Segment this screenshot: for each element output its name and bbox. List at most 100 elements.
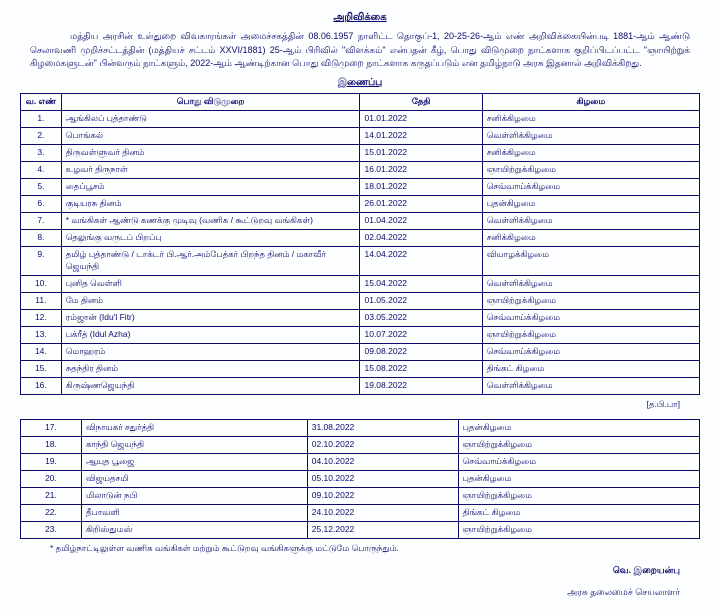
cell-sn: 6. [21, 195, 62, 212]
holiday-table-2: 17.விநாயகர் சதுர்த்தி31.08.2022புதன்கிழம… [20, 419, 700, 539]
cell-sn: 22. [21, 504, 82, 521]
cell-date: 10.07.2022 [360, 326, 482, 343]
cell-date: 25.12.2022 [307, 521, 458, 538]
cell-name: ஆயுத பூஜை [81, 453, 307, 470]
cell-day: திங்கட் கிழமை [482, 360, 699, 377]
cell-date: 09.08.2022 [360, 343, 482, 360]
cell-name: மொஹரம் [61, 343, 360, 360]
table-row: 11.மே தினம்01.05.2022ஞாயிற்றுக்கிழமை [21, 292, 700, 309]
cell-name: உழவர் திருநாள் [61, 161, 360, 178]
th-holiday: பொது விடுமுறை [61, 93, 360, 110]
cell-sn: 11. [21, 292, 62, 309]
cell-day: செவ்வாய்க்கிழமை [482, 343, 699, 360]
cell-sn: 2. [21, 127, 62, 144]
table-row: 16.கிருஷ்ணஜெயந்தி19.08.2022வெள்ளிக்கிழமை [21, 377, 700, 394]
table-row: 23.கிறிஸ்துமஸ்25.12.2022ஞாயிற்றுக்கிழமை [21, 521, 700, 538]
cell-date: 09.10.2022 [307, 487, 458, 504]
cell-sn: 17. [21, 419, 82, 436]
cell-date: 15.04.2022 [360, 275, 482, 292]
cell-day: ஞாயிற்றுக்கிழமை [482, 326, 699, 343]
cell-sn: 15. [21, 360, 62, 377]
cell-day: ஞாயிற்றுக்கிழமை [458, 521, 699, 538]
cell-sn: 16. [21, 377, 62, 394]
cell-day: புதன்கிழமை [482, 195, 699, 212]
cell-sn: 20. [21, 470, 82, 487]
cell-date: 14.01.2022 [360, 127, 482, 144]
cell-day: சனிக்கிழமை [482, 110, 699, 127]
table-row: 14.மொஹரம்09.08.2022செவ்வாய்க்கிழமை [21, 343, 700, 360]
cell-date: 02.10.2022 [307, 436, 458, 453]
cell-sn: 5. [21, 178, 62, 195]
cell-day: சனிக்கிழமை [482, 229, 699, 246]
cell-date: 14.04.2022 [360, 246, 482, 275]
cell-sn: 13. [21, 326, 62, 343]
cell-name: திருவள்ளுவர் தினம் [61, 144, 360, 161]
table-row: 10.புனித வெள்ளி15.04.2022வெள்ளிக்கிழமை [21, 275, 700, 292]
cell-date: 31.08.2022 [307, 419, 458, 436]
signature-title: அரசு தலைமைச் செயலாளர் [20, 587, 680, 599]
cell-name: ஆங்கிலப் புத்தாண்டு [61, 110, 360, 127]
cell-name: தைப்பூசம் [61, 178, 360, 195]
table-row: 2.பொங்கல்14.01.2022வெள்ளிக்கிழமை [21, 127, 700, 144]
cell-day: திங்கட் கிழமை [458, 504, 699, 521]
cell-day: வெள்ளிக்கிழமை [482, 377, 699, 394]
cell-day: வெள்ளிக்கிழமை [482, 212, 699, 229]
cell-sn: 12. [21, 309, 62, 326]
cell-name: புனித வெள்ளி [61, 275, 360, 292]
cell-sn: 1. [21, 110, 62, 127]
cell-date: 01.05.2022 [360, 292, 482, 309]
cell-name: மே தினம் [61, 292, 360, 309]
cell-day: ஞாயிற்றுக்கிழமை [458, 436, 699, 453]
cell-date: 18.01.2022 [360, 178, 482, 195]
cell-day: புதன்கிழமை [458, 470, 699, 487]
doc-subtitle: இணைப்பு [20, 77, 700, 89]
cell-name: விநாயகர் சதுர்த்தி [81, 419, 307, 436]
doc-paragraph: மத்திய அரசின் உள்துறை விவகாரங்கள் அமைச்ச… [30, 30, 690, 71]
cell-sn: 19. [21, 453, 82, 470]
table-row: 15.சுதந்திர தினம்15.08.2022திங்கட் கிழமை [21, 360, 700, 377]
table-row: 4.உழவர் திருநாள்16.01.2022ஞாயிற்றுக்கிழம… [21, 161, 700, 178]
cell-name: கிறிஸ்துமஸ் [81, 521, 307, 538]
cell-day: செவ்வாய்க்கிழமை [458, 453, 699, 470]
th-date: தேதி [360, 93, 482, 110]
cell-date: 15.01.2022 [360, 144, 482, 161]
table-row: 21.மிலாடுன் நபி09.10.2022ஞாயிற்றுக்கிழமை [21, 487, 700, 504]
cell-date: 02.04.2022 [360, 229, 482, 246]
table-row: 17.விநாயகர் சதுர்த்தி31.08.2022புதன்கிழம… [21, 419, 700, 436]
cell-name: மிலாடுன் நபி [81, 487, 307, 504]
cell-day: சனிக்கிழமை [482, 144, 699, 161]
cell-sn: 9. [21, 246, 62, 275]
cell-sn: 3. [21, 144, 62, 161]
cell-date: 26.01.2022 [360, 195, 482, 212]
cell-name: * வங்கிகள் ஆண்டு கணக்கு முடிவு (வணிக / க… [61, 212, 360, 229]
cell-sn: 7. [21, 212, 62, 229]
cell-name: விஜயதசமி [81, 470, 307, 487]
cell-sn: 10. [21, 275, 62, 292]
cell-date: 04.10.2022 [307, 453, 458, 470]
cell-name: தீபாவளி [81, 504, 307, 521]
cell-day: வியாழக்கிழமை [482, 246, 699, 275]
table-row: 5.தைப்பூசம்18.01.2022செவ்வாய்க்கிழமை [21, 178, 700, 195]
cell-date: 24.10.2022 [307, 504, 458, 521]
table-row: 20.விஜயதசமி05.10.2022புதன்கிழமை [21, 470, 700, 487]
table-row: 19.ஆயுத பூஜை04.10.2022செவ்வாய்க்கிழமை [21, 453, 700, 470]
cell-day: புதன்கிழமை [458, 419, 699, 436]
cell-name: சுதந்திர தினம் [61, 360, 360, 377]
cell-date: 15.08.2022 [360, 360, 482, 377]
table-row: 7.* வங்கிகள் ஆண்டு கணக்கு முடிவு (வணிக /… [21, 212, 700, 229]
cell-sn: 8. [21, 229, 62, 246]
table-header-row: வ. எண் பொது விடுமுறை தேதி கிழமை [21, 93, 700, 110]
cell-sn: 14. [21, 343, 62, 360]
table-row: 9.தமிழ் புத்தாண்டு / டாக்டர் பி.ஆர்.அம்ப… [21, 246, 700, 275]
cell-day: வெள்ளிக்கிழமை [482, 275, 699, 292]
table-row: 8.தெலுங்கு வருடப் பிறப்பு02.04.2022சனிக்… [21, 229, 700, 246]
footnote: * தமிழ்நாட்டிலுள்ள வணிக வங்கிகள் மற்றும்… [30, 543, 690, 555]
cell-date: 01.04.2022 [360, 212, 482, 229]
cell-day: ஞாயிற்றுக்கிழமை [458, 487, 699, 504]
cell-day: ஞாயிற்றுக்கிழமை [482, 292, 699, 309]
table-row: 12.ரம்ஜான் (Idu'l Fitr)03.05.2022செவ்வாய… [21, 309, 700, 326]
cell-name: ரம்ஜான் (Idu'l Fitr) [61, 309, 360, 326]
table-row: 13.பக்ரீத் (Idul Azha)10.07.2022ஞாயிற்று… [21, 326, 700, 343]
cell-date: 01.01.2022 [360, 110, 482, 127]
cell-day: செவ்வாய்க்கிழமை [482, 178, 699, 195]
